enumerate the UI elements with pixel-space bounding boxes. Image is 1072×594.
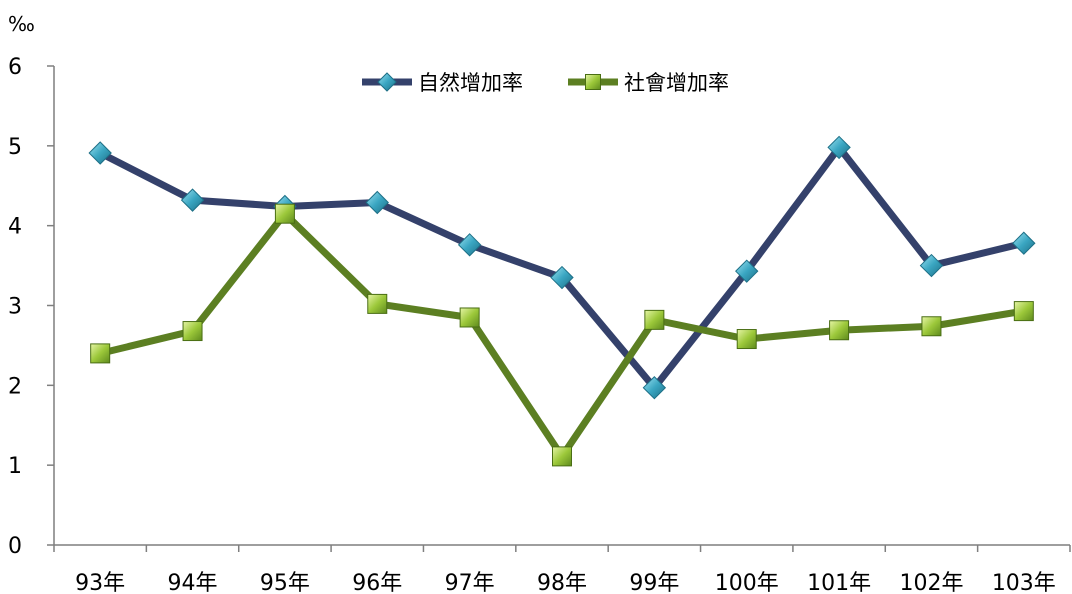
square-marker xyxy=(90,343,111,364)
square-marker xyxy=(274,203,295,224)
legend-item: 社會增加率 xyxy=(568,71,729,95)
square-marker xyxy=(367,293,388,314)
y-tick-label: 6 xyxy=(8,55,22,80)
diamond-marker xyxy=(827,135,851,160)
x-tick-label: 100年 xyxy=(715,571,779,594)
x-tick-label: 103年 xyxy=(992,571,1056,594)
square-marker xyxy=(829,320,850,341)
series-lines xyxy=(88,135,1036,467)
square-marker xyxy=(182,321,203,342)
diamond-marker xyxy=(642,376,667,400)
y-tick-label: 4 xyxy=(8,215,22,240)
x-tick-label: 95年 xyxy=(260,571,310,594)
diamond-marker xyxy=(735,259,759,283)
square-marker xyxy=(1013,301,1034,322)
series-line xyxy=(96,210,1028,460)
legend-label: 社會增加率 xyxy=(624,71,729,95)
y-axis-unit-label: ‰ xyxy=(8,12,35,36)
legend-item: 自然增加率 xyxy=(362,71,523,95)
diamond-marker-legend xyxy=(377,72,397,92)
x-tick-label: 99年 xyxy=(629,571,679,594)
square-marker-legend xyxy=(585,74,601,90)
diamond-marker xyxy=(88,141,112,165)
x-tick-label: 93年 xyxy=(75,571,125,594)
x-tick-label: 94年 xyxy=(168,571,218,594)
legend: 自然增加率 社會增加率 xyxy=(362,71,729,95)
x-tick-label: 102年 xyxy=(899,571,963,594)
x-tick-label: 97年 xyxy=(445,571,495,594)
square-marker xyxy=(736,329,757,350)
axes: 0 1 2 3 4 5 6 93年 94年 95年 96年 97年 98年 99年 100年 101年 102年… xyxy=(8,55,1071,594)
diamond-marker xyxy=(180,188,205,212)
x-tick-label: 98年 xyxy=(537,571,587,594)
y-tick-label: 1 xyxy=(8,454,22,479)
diamond-marker xyxy=(919,253,944,278)
y-tick-label: 5 xyxy=(8,135,22,160)
square-marker xyxy=(552,446,572,467)
square-marker xyxy=(921,316,942,337)
diamond-marker xyxy=(457,233,482,257)
series-1 xyxy=(88,135,1036,400)
diamond-marker xyxy=(1012,231,1036,255)
square-marker xyxy=(644,309,665,330)
y-tick-label: 0 xyxy=(8,534,22,559)
y-tick-label: 2 xyxy=(8,374,22,399)
series-2 xyxy=(90,203,1034,467)
legend-label: 自然增加率 xyxy=(418,71,523,95)
diamond-marker xyxy=(365,190,389,215)
x-tick-label: 101年 xyxy=(807,571,871,594)
diamond-marker xyxy=(550,265,574,290)
x-tick-label: 96年 xyxy=(352,571,402,594)
y-tick-label: 3 xyxy=(8,295,22,320)
square-marker xyxy=(459,307,480,328)
